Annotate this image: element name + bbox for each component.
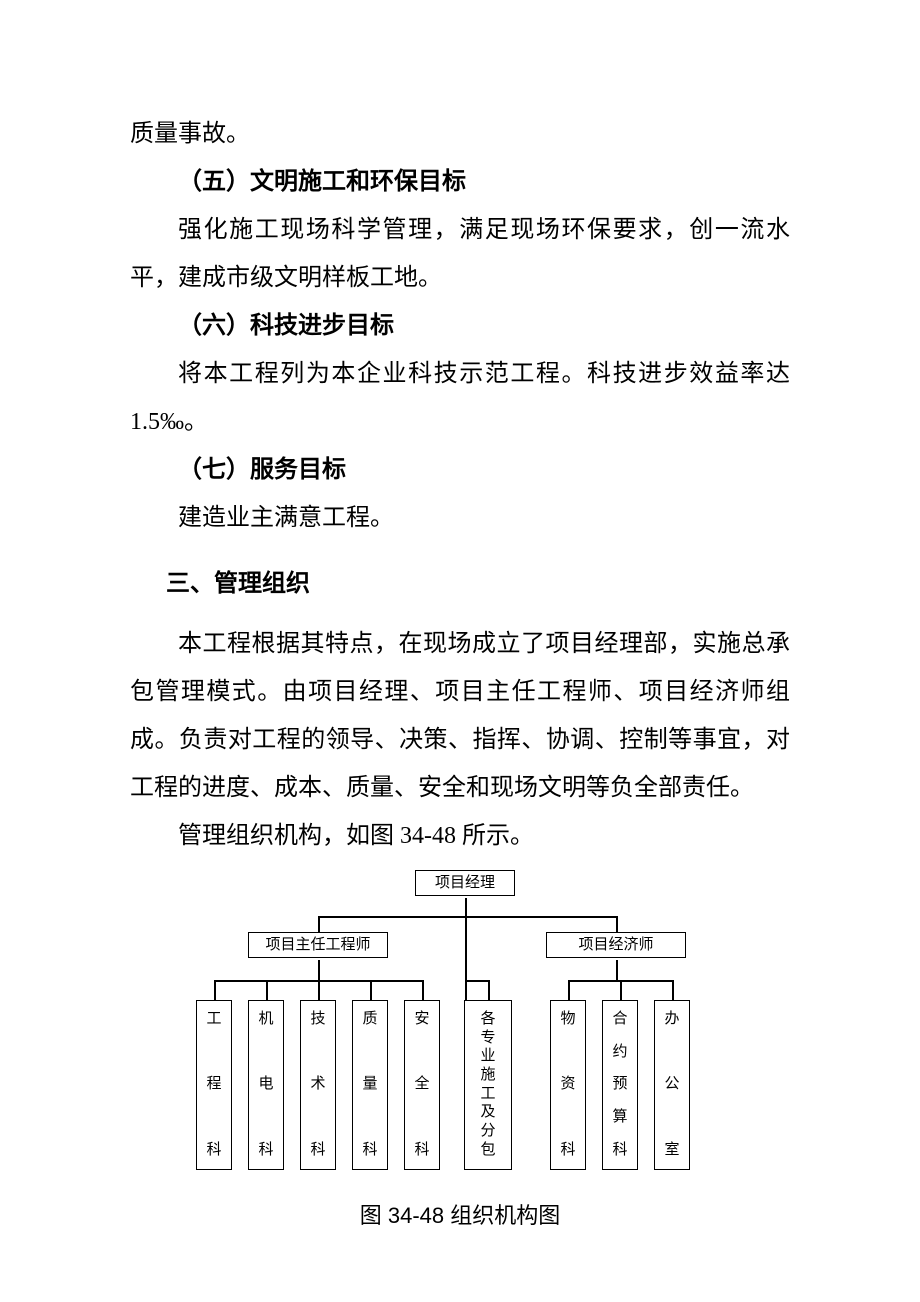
org-chart-connector: [465, 980, 490, 982]
paragraph-continuation: 质量事故。: [130, 110, 790, 158]
org-chart-figure: 项目经理 项目主任工程师 项目经济师 工程科机电科技术科质量科安全科各专业施工及…: [180, 870, 740, 1230]
org-chart-connector: [616, 960, 618, 980]
org-chart-connector: [488, 980, 490, 1000]
org-node-leaf: 合约预算科: [602, 1000, 638, 1170]
org-chart-connector: [318, 916, 320, 932]
org-node-leaf: 物资科: [550, 1000, 586, 1170]
org-node-mid-right: 项目经济师: [546, 932, 686, 958]
org-node-leaf: 工程科: [196, 1000, 232, 1170]
org-chart-connector: [318, 916, 618, 918]
org-chart: 项目经理 项目主任工程师 项目经济师 工程科机电科技术科质量科安全科各专业施工及…: [180, 870, 740, 1190]
org-node-leaf: 办公室: [654, 1000, 690, 1170]
paragraph-7: 建造业主满意工程。: [130, 494, 790, 542]
org-node-leaf: 质量科: [352, 1000, 388, 1170]
org-chart-connector: [568, 980, 570, 1000]
org-node-leaf: 机电科: [248, 1000, 284, 1170]
heading-6: （六）科技进步目标: [130, 302, 790, 350]
document-page: 质量事故。 （五）文明施工和环保目标 强化施工现场科学管理，满足现场环保要求，创…: [0, 0, 920, 1290]
org-chart-connector: [318, 980, 320, 1000]
org-chart-connector: [266, 980, 268, 1000]
paragraph-3a: 本工程根据其特点，在现场成立了项目经理部，实施总承包管理模式。由项目经理、项目主…: [130, 620, 790, 812]
org-chart-connector: [465, 898, 467, 916]
figure-caption: 图 34-48 组织机构图: [180, 1198, 740, 1230]
org-node-mid-left: 项目主任工程师: [248, 932, 388, 958]
paragraph-3b: 管理组织机构，如图 34-48 所示。: [130, 812, 790, 860]
heading-5: （五）文明施工和环保目标: [130, 158, 790, 206]
org-chart-connector: [672, 980, 674, 1000]
org-node-leaf: 各专业施工及分包: [464, 1000, 512, 1170]
paragraph-5: 强化施工现场科学管理，满足现场环保要求，创一流水平，建成市级文明样板工地。: [130, 206, 790, 302]
org-chart-connector: [370, 980, 372, 1000]
heading-7: （七）服务目标: [130, 446, 790, 494]
org-chart-connector: [620, 980, 622, 1000]
org-chart-connector: [422, 980, 424, 1000]
org-node-root: 项目经理: [415, 870, 515, 896]
paragraph-6: 将本工程列为本企业科技示范工程。科技进步效益率达1.5‰。: [130, 350, 790, 446]
org-chart-connector: [465, 916, 467, 1000]
org-chart-connector: [318, 960, 320, 980]
org-node-leaf: 技术科: [300, 1000, 336, 1170]
org-chart-connector: [616, 916, 618, 932]
org-chart-connector: [214, 980, 216, 1000]
org-node-leaf: 安全科: [404, 1000, 440, 1170]
section-heading-3: 三、管理组织: [130, 560, 790, 608]
